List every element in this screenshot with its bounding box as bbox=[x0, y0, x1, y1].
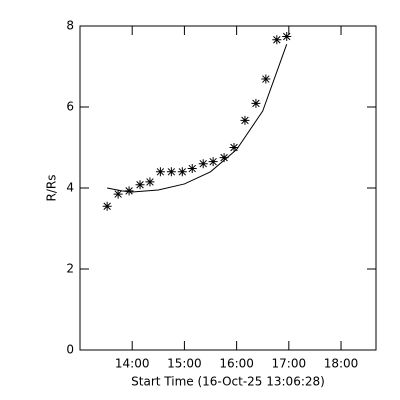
data-point bbox=[261, 74, 271, 84]
data-point bbox=[229, 143, 239, 152]
x-tick-label: 15:00 bbox=[167, 357, 202, 371]
y-axis-label: R/Rs bbox=[45, 175, 59, 202]
y-tick-label: 2 bbox=[66, 262, 74, 276]
y-tick-label: 0 bbox=[66, 343, 74, 357]
y-tick-label: 8 bbox=[66, 19, 74, 33]
data-point bbox=[124, 186, 134, 196]
plot-frame bbox=[79, 25, 377, 351]
data-point bbox=[145, 177, 155, 187]
x-tick-label: 14:00 bbox=[115, 357, 150, 371]
data-point bbox=[113, 189, 123, 199]
data-point bbox=[240, 115, 250, 125]
data-point bbox=[135, 180, 145, 190]
data-point bbox=[251, 98, 261, 108]
data-point bbox=[272, 35, 282, 45]
y-tick-label: 6 bbox=[66, 100, 74, 114]
data-point bbox=[177, 167, 187, 177]
x-tick-label: 18:00 bbox=[324, 357, 359, 371]
x-tick-label: 17:00 bbox=[272, 357, 307, 371]
data-point bbox=[198, 159, 208, 169]
data-point bbox=[155, 167, 165, 177]
x-axis-label: Start Time (16-Oct-25 13:06:28) bbox=[131, 375, 325, 389]
x-tick-label: 16:00 bbox=[219, 357, 254, 371]
data-point bbox=[219, 153, 229, 163]
data-point bbox=[166, 167, 176, 177]
data-point bbox=[282, 32, 292, 42]
data-point bbox=[102, 201, 112, 211]
fit-line bbox=[107, 44, 288, 193]
y-tick-label: 4 bbox=[66, 181, 74, 195]
data-point bbox=[187, 164, 197, 174]
data-point bbox=[208, 157, 218, 167]
